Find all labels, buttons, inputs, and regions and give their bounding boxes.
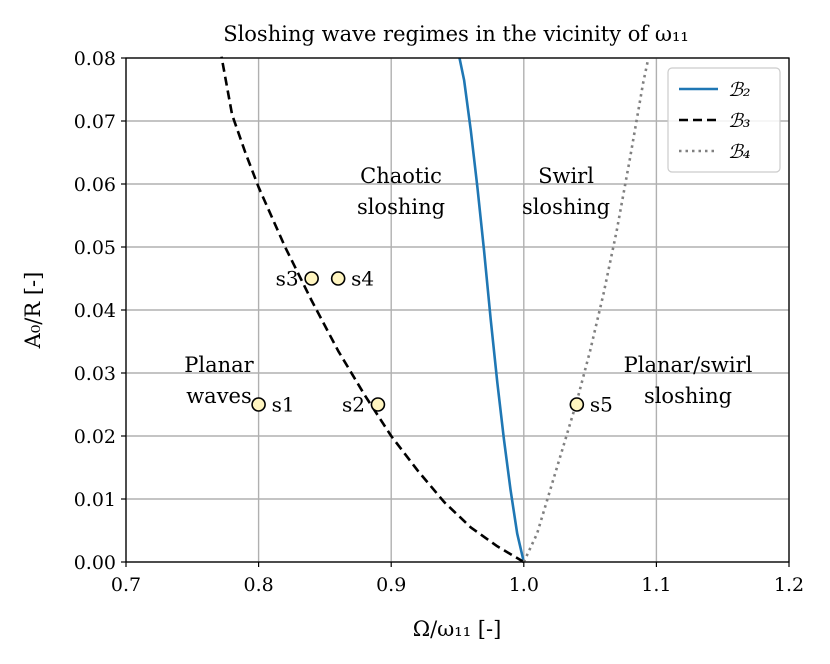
y-tick-label: 0.06 bbox=[74, 174, 116, 196]
point-label-s1: s1 bbox=[272, 393, 295, 417]
y-tick-label: 0.02 bbox=[74, 426, 116, 448]
region-label-chaotic-sloshing: sloshing bbox=[357, 195, 445, 219]
region-label-planar: Planar bbox=[184, 353, 254, 377]
curves bbox=[220, 56, 650, 564]
point-label-s2: s2 bbox=[342, 393, 365, 417]
region-label-waves: waves bbox=[186, 384, 252, 408]
region-label-chaotic: Chaotic bbox=[360, 164, 442, 188]
point-label-s4: s4 bbox=[351, 267, 374, 291]
x-tick-label: 1.2 bbox=[774, 574, 804, 596]
legend-label-b2: ℬ₂ bbox=[728, 79, 751, 101]
point-label-s5: s5 bbox=[590, 393, 613, 417]
point-label-s3: s3 bbox=[276, 267, 299, 291]
region-label-swirl-sloshing: sloshing bbox=[522, 195, 610, 219]
series-line-b4 bbox=[522, 57, 650, 563]
x-tick-label: 1.1 bbox=[641, 574, 671, 596]
y-tick-label: 0.08 bbox=[74, 48, 116, 70]
y-tick-label: 0.04 bbox=[74, 300, 116, 322]
series-line-b2 bbox=[458, 57, 526, 563]
data-point-s2 bbox=[370, 397, 386, 412]
axis-ticks: 0.7 0.8 0.9 1.0 1.1 1.2 0.00 0.01 0.02 0.03 0.04 0.… bbox=[74, 48, 804, 596]
x-tick-label: 1.0 bbox=[509, 574, 539, 596]
data-points: s1 s2 s3 s4 s5 bbox=[251, 267, 613, 417]
legend-label-b3: ℬ₃ bbox=[728, 110, 751, 132]
x-tick-label: 0.9 bbox=[376, 574, 406, 596]
data-point-s5 bbox=[569, 397, 585, 412]
data-point-s4 bbox=[330, 271, 346, 286]
y-axis-label: A₀/R [-] bbox=[21, 272, 45, 350]
y-tick-label: 0.00 bbox=[74, 552, 116, 574]
chart-title: Sloshing wave regimes in the vicinity of… bbox=[223, 22, 689, 46]
x-tick-label: 0.7 bbox=[111, 574, 141, 596]
legend-box bbox=[667, 67, 781, 173]
data-point-s1 bbox=[251, 397, 266, 412]
y-tick-label: 0.01 bbox=[74, 489, 116, 511]
data-point-s3 bbox=[304, 271, 319, 286]
y-tick-label: 0.07 bbox=[74, 111, 116, 133]
x-tick-label: 0.8 bbox=[243, 574, 273, 596]
region-labels: Planar waves Chaotic sloshing Swirl sloshing P… bbox=[184, 164, 752, 408]
region-label-swirl: Swirl bbox=[538, 164, 594, 188]
region-label-planar-swirl: Planar/swirl bbox=[624, 353, 753, 377]
legend: ℬ₂ ℬ₃ ℬ₄ bbox=[667, 67, 781, 173]
region-label-planar-swirl-sloshing: sloshing bbox=[644, 384, 732, 408]
series-line-b3 bbox=[220, 56, 525, 564]
y-tick-label: 0.05 bbox=[74, 237, 116, 259]
legend-label-b4: ℬ₄ bbox=[728, 141, 751, 163]
y-tick-label: 0.03 bbox=[74, 363, 116, 385]
x-axis-label: Ω/ω₁₁ [-] bbox=[413, 617, 502, 641]
